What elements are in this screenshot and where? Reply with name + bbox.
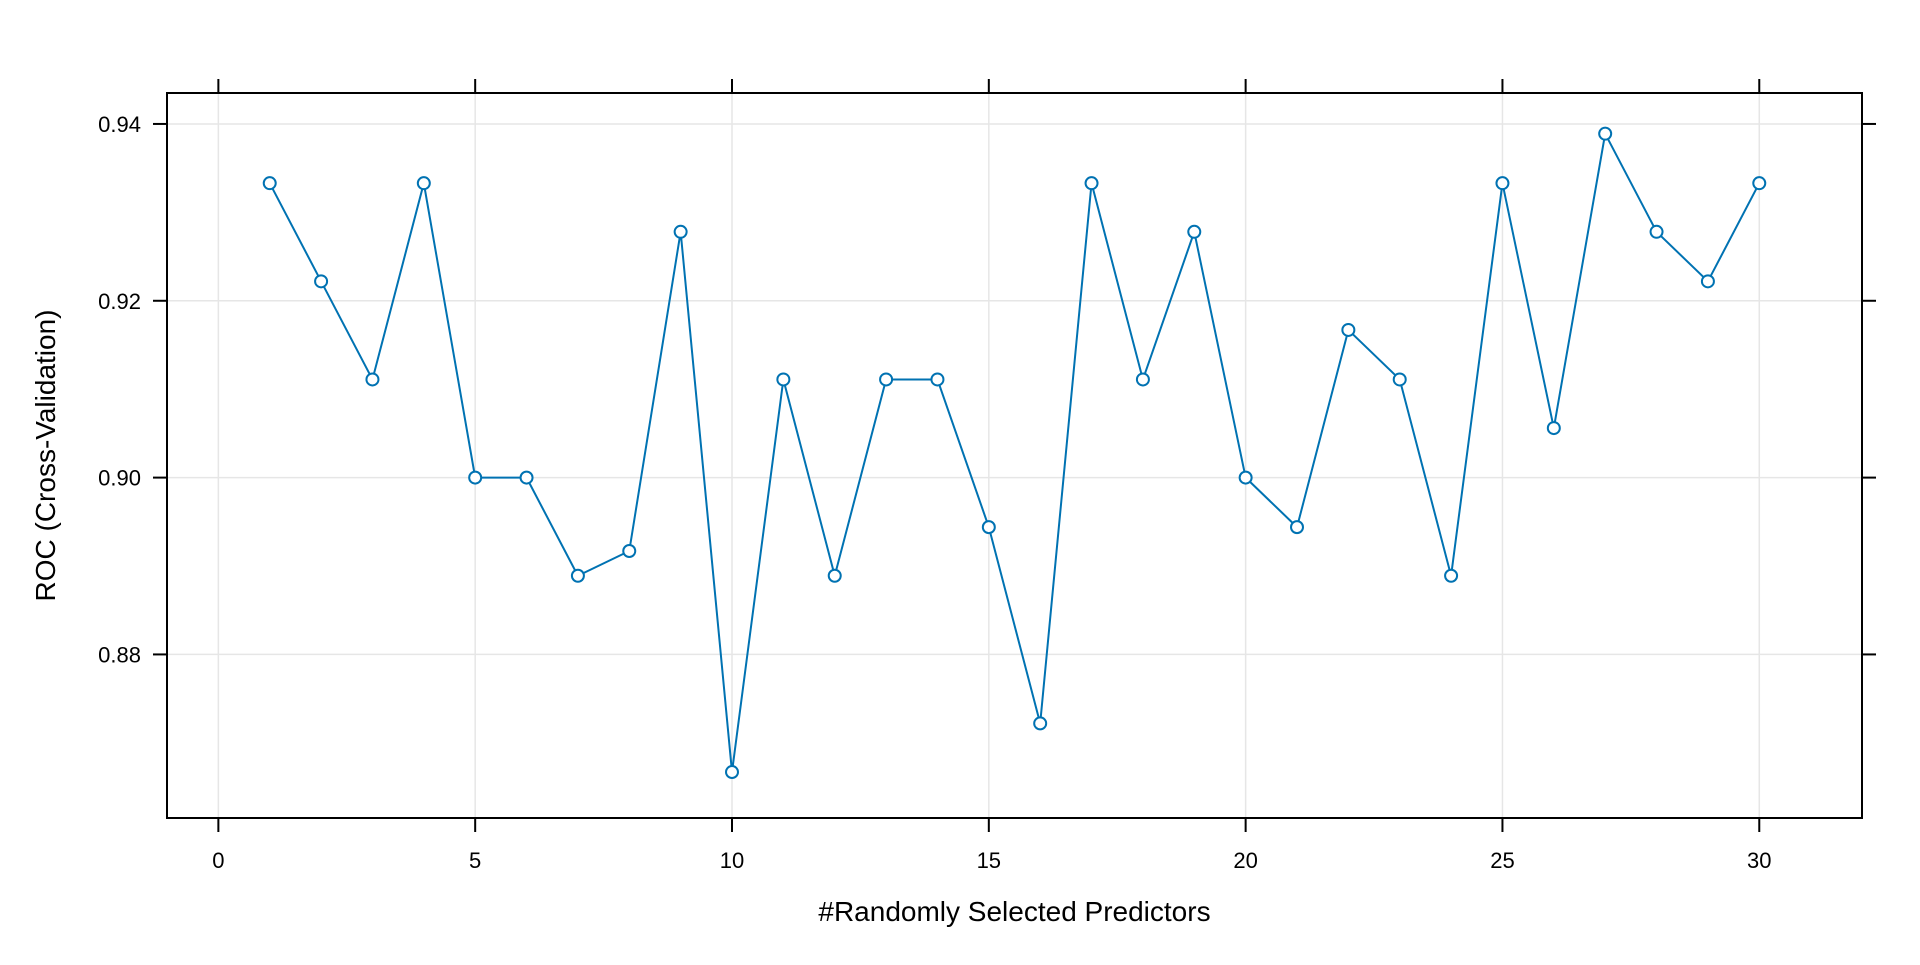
grid-lines — [167, 93, 1862, 818]
x-tick-label: 10 — [720, 848, 744, 873]
x-tick-label: 30 — [1747, 848, 1771, 873]
data-point — [1649, 224, 1664, 239]
data-point — [262, 176, 277, 191]
data-point — [1752, 176, 1767, 191]
x-tick-label: 25 — [1490, 848, 1514, 873]
data-point — [1033, 716, 1048, 731]
data-point — [570, 568, 585, 583]
data-point — [314, 274, 329, 289]
data-point — [1135, 372, 1150, 387]
data-point — [930, 372, 945, 387]
data-points — [262, 126, 1767, 780]
y-axis-label: ROC (Cross-Validation) — [30, 310, 61, 602]
series-line — [268, 132, 1761, 774]
x-tick-label: 15 — [977, 848, 1001, 873]
data-point — [519, 470, 534, 485]
data-point — [365, 372, 380, 387]
axis-ticks — [153, 79, 1876, 832]
data-point — [1444, 568, 1459, 583]
data-point — [1700, 274, 1715, 289]
data-point — [1290, 520, 1304, 535]
data-point — [673, 224, 688, 239]
x-tick-label: 20 — [1233, 848, 1257, 873]
series-line-layer — [268, 132, 1761, 774]
data-point — [879, 372, 894, 387]
y-tick-label: 0.90 — [98, 466, 141, 491]
data-point — [416, 176, 431, 191]
y-tick-label: 0.94 — [98, 112, 141, 137]
data-point — [468, 470, 483, 485]
data-point — [1187, 224, 1202, 239]
x-axis-label: #Randomly Selected Predictors — [818, 896, 1210, 927]
data-point — [1392, 372, 1407, 387]
y-tick-label: 0.92 — [98, 289, 141, 314]
plot-frame — [166, 92, 1863, 819]
x-tick-label: 5 — [469, 848, 481, 873]
data-point — [1084, 176, 1099, 191]
data-point — [776, 372, 791, 387]
data-point — [725, 765, 739, 780]
data-point — [622, 543, 637, 558]
data-point — [1341, 322, 1356, 337]
data-point — [981, 520, 996, 535]
x-tick-label: 0 — [212, 848, 224, 873]
y-tick-label: 0.88 — [98, 642, 141, 667]
data-point — [1238, 470, 1253, 485]
data-point — [827, 568, 842, 583]
tick-labels: 0 5 10 15 20 25 30 0.88 0.90 0.92 0.94 — [98, 112, 1771, 873]
data-point — [1546, 421, 1561, 436]
data-point — [1598, 126, 1613, 141]
data-point — [1495, 176, 1510, 191]
